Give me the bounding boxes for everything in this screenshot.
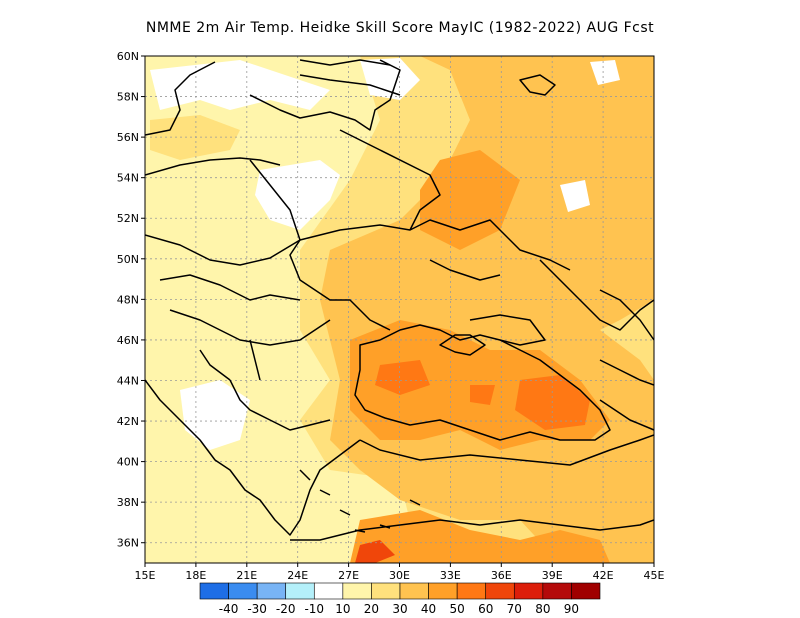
field-white-balkans	[180, 380, 250, 450]
black-sea-coast	[354, 324, 611, 441]
colorbar-swatch	[342, 582, 372, 600]
x-tick-label: 39E	[542, 569, 563, 582]
colorbar-label: -40	[219, 602, 239, 616]
baltic-coast	[145, 59, 401, 136]
lake	[519, 74, 556, 96]
colorbar-label: -30	[247, 602, 267, 616]
azov	[469, 314, 546, 346]
river	[429, 259, 501, 281]
y-tick-label: 42N	[117, 415, 139, 428]
colorbar-swatch	[313, 582, 344, 600]
colorbar: -40 -30 -20 -10 10 20 30 40 50 60 70 80 90	[199, 582, 601, 616]
x-tick-label: 24E	[287, 569, 308, 582]
y-tick-label: 36N	[117, 537, 139, 550]
y-tick-label: 52N	[117, 212, 139, 225]
border-4	[145, 234, 301, 266]
x-tick-label: 42E	[593, 569, 614, 582]
border-5	[159, 274, 301, 301]
turkey-north-border	[359, 434, 654, 466]
colorbar-swatch	[256, 582, 287, 600]
colorbar-swatch	[399, 582, 429, 600]
colorbar-swatch	[571, 582, 601, 600]
border-2	[299, 219, 571, 271]
caspian-side	[599, 289, 654, 431]
y-tick-label: 44N	[117, 374, 139, 387]
y-tick-label: 54N	[117, 172, 139, 185]
coastlines-borders	[145, 59, 654, 541]
x-tick-label: 27E	[338, 569, 359, 582]
y-tick-label: 40N	[117, 456, 139, 469]
border-6	[169, 309, 331, 346]
colorbar-swatch	[456, 582, 487, 600]
colorbar-swatch	[228, 582, 258, 600]
colorbar-swatch	[542, 582, 572, 600]
colorbar-label: -20	[276, 602, 296, 616]
colorbar-label: 50	[450, 602, 465, 616]
field-core-60c	[470, 385, 495, 405]
field-core-60b	[375, 360, 430, 395]
border-3	[339, 129, 441, 231]
y-tick-label: 60N	[117, 50, 139, 63]
y-tick-label: 38N	[117, 496, 139, 509]
colorbar-label: 20	[364, 602, 379, 616]
y-tick-label: 56N	[117, 131, 139, 144]
field-white-e	[560, 180, 590, 212]
colorbar-label: 10	[335, 602, 350, 616]
colorbar-label: 30	[392, 602, 407, 616]
chart-title: NMME 2m Air Temp. Heidke Skill Score May…	[145, 20, 655, 36]
colorbar-swatch	[285, 582, 315, 600]
field-tip-70	[355, 540, 395, 563]
border-9	[539, 259, 654, 331]
field-white-ru	[360, 58, 420, 100]
y-tick-label: 46N	[117, 334, 139, 347]
x-tick-label: 30E	[389, 569, 410, 582]
aegean-islands	[299, 469, 421, 533]
colorbar-swatch	[485, 582, 515, 600]
crimea	[439, 334, 486, 356]
x-tick-label: 15E	[135, 569, 156, 582]
gulf-finland	[299, 59, 401, 96]
colorbar-label: 90	[564, 602, 579, 616]
x-tick-label: 33E	[440, 569, 461, 582]
border-7	[229, 379, 331, 431]
field-white-ne	[590, 60, 620, 85]
colorbar-swatch	[371, 582, 401, 600]
turkey-south	[290, 519, 654, 541]
colorbar-label: 40	[421, 602, 436, 616]
colorbar-label: 70	[507, 602, 522, 616]
x-tick-label: 18E	[185, 569, 206, 582]
border-1	[249, 159, 391, 331]
y-tick-label: 58N	[117, 91, 139, 104]
poland-coast	[145, 157, 281, 176]
y-tick-label: 48N	[117, 293, 139, 306]
x-tick-label: 21E	[236, 569, 257, 582]
border-10	[599, 359, 654, 386]
colorbar-label: 80	[535, 602, 550, 616]
border-8	[199, 339, 261, 381]
colorbar-swatch	[428, 582, 458, 600]
colorbar-label: -10	[304, 602, 324, 616]
colorbar-label: 60	[478, 602, 493, 616]
colorbar-swatch	[513, 582, 544, 600]
y-tick-label: 50N	[117, 253, 139, 266]
x-tick-label: 36E	[491, 569, 512, 582]
axis-ticks: 15E 18E 21E 24E 27E 30E 33E 36E 39E 42E 45E 36N 38N 4…	[117, 50, 665, 582]
colorbar-swatch	[199, 582, 229, 600]
x-tick-label: 45E	[644, 569, 665, 582]
balkan-coast	[145, 379, 361, 536]
